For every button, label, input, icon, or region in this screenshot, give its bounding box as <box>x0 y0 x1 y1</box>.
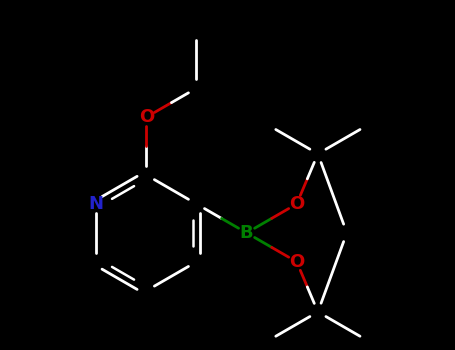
Text: N: N <box>89 195 104 213</box>
Text: O: O <box>139 108 154 126</box>
Text: O: O <box>289 195 304 213</box>
Text: O: O <box>289 253 304 271</box>
Text: B: B <box>240 224 253 242</box>
